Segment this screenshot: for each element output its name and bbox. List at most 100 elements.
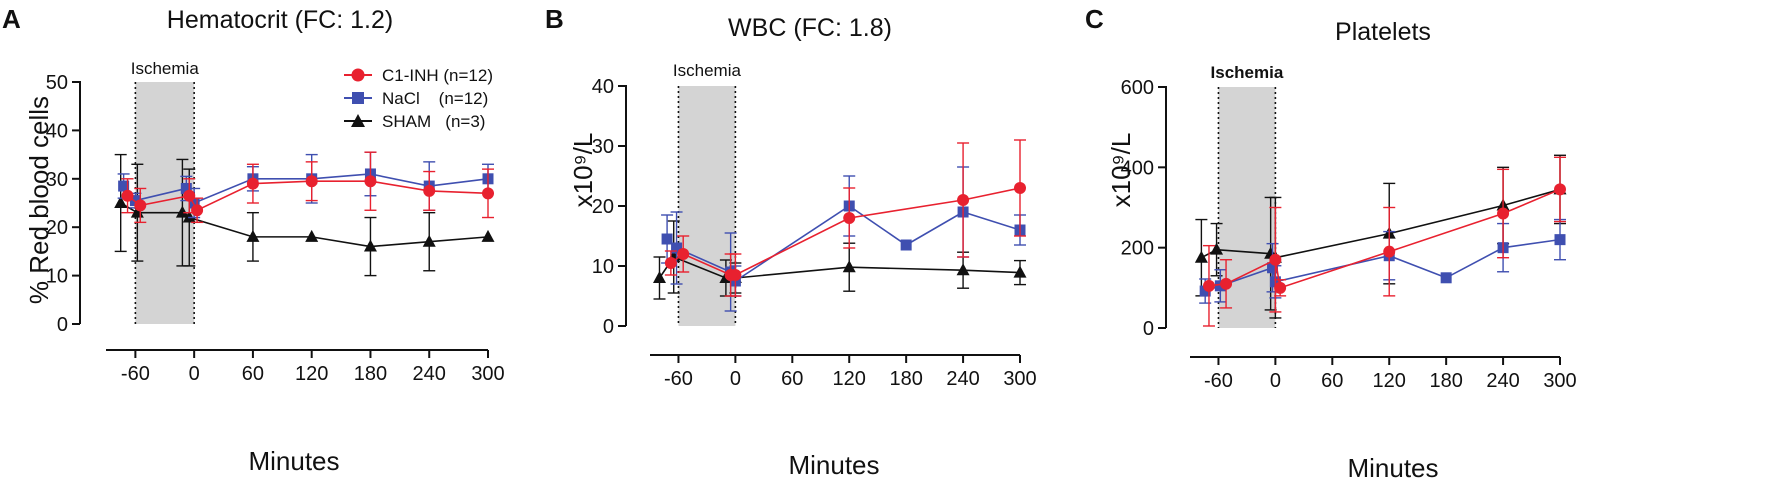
- x-axis-title-a: Minutes: [248, 446, 339, 476]
- y-tick-label-b: 10: [592, 256, 614, 278]
- legend-marker-nacl: [352, 92, 364, 104]
- data-point-sham-b: [956, 263, 970, 276]
- x-tick-label-b: -60: [664, 368, 693, 390]
- data-point-c1-inh-b: [664, 257, 677, 269]
- data-point-sham-c: [1210, 242, 1224, 255]
- y-tick-label-c: 200: [1121, 238, 1154, 260]
- data-point-sham-b: [1013, 265, 1027, 278]
- x-tick-label-c: 0: [1270, 370, 1281, 392]
- data-point-c1-inh-b: [843, 212, 856, 224]
- data-point-c1-inh-b: [729, 269, 742, 281]
- y-tick-label-c: 0: [1143, 318, 1154, 340]
- data-point-c1-inh-a: [423, 184, 436, 197]
- data-point-c1-inh-c: [1274, 281, 1287, 294]
- data-point-c1-inh-c: [1202, 279, 1215, 292]
- ischemia-label-a: Ischemia: [131, 59, 200, 78]
- data-point-c1-inh-a: [134, 199, 147, 212]
- x-tick-label-c: 240: [1486, 370, 1519, 392]
- data-point-nacl-a: [180, 182, 192, 194]
- ischemia-label-b: Ischemia: [673, 61, 742, 80]
- data-point-nacl-a: [129, 195, 141, 207]
- data-point-nacl-c: [1214, 280, 1226, 292]
- legend-entry-nacl: NaCl (n=12): [344, 89, 488, 108]
- data-point-sham-a: [363, 239, 377, 252]
- data-point-nacl-c: [1554, 234, 1566, 246]
- panel-b: B WBC (FC: 1.8) x10⁹/L Minutes Ischemia 0…: [545, 4, 1037, 480]
- data-point-c1-inh-c: [1269, 253, 1282, 266]
- data-point-sham-b: [652, 271, 666, 283]
- data-point-c1-inh-c: [1383, 245, 1396, 258]
- data-point-sham-a: [481, 229, 495, 242]
- x-tick-label-b: 60: [781, 368, 803, 390]
- data-point-sham-a: [175, 205, 189, 218]
- y-tick-label-b: 20: [592, 196, 614, 218]
- plot-area-b: Ischemia 0 10 20 30 40 -60 0 60 120 180 240 300: [592, 61, 1037, 390]
- x-tick-label-b: 120: [833, 368, 866, 390]
- panel-a: A Hematocrit (FC: 1.2) % Red blood cells…: [2, 4, 505, 476]
- data-point-nacl-a: [188, 197, 200, 209]
- legend: C1-INH (n=12) NaCl (n=12) SHAM (n=3): [344, 66, 493, 131]
- data-point-sham-a: [114, 196, 128, 208]
- x-tick-label-a: 180: [354, 363, 387, 385]
- data-point-c1-inh-a: [364, 175, 377, 188]
- data-point-sham-a: [182, 210, 196, 223]
- panel-c: C Platelets x10⁹/L Minutes Ischemia 0 200 4…: [1085, 4, 1577, 480]
- data-point-nacl-c: [1267, 262, 1279, 274]
- data-point-c1-inh-a: [482, 187, 494, 200]
- y-tick-label-a: 20: [46, 217, 68, 239]
- y-tick-label-c: 400: [1121, 157, 1154, 179]
- y-tick-label-b: 0: [603, 316, 614, 338]
- chart-title-hematocrit: Hematocrit (FC: 1.2): [167, 6, 393, 34]
- data-point-c1-inh-a: [183, 189, 196, 202]
- data-point-c1-inh-b: [957, 194, 970, 206]
- legend-marker-c1-inh: [351, 68, 365, 82]
- x-tick-label-c: 180: [1429, 370, 1462, 392]
- data-point-nacl-b: [900, 239, 912, 251]
- x-tick-label-b: 300: [1003, 368, 1036, 390]
- legend-entry-sham: SHAM (n=3): [344, 112, 485, 131]
- chart-title-wbc: WBC (FC: 1.8): [728, 14, 892, 42]
- data-point-nacl-b: [661, 233, 673, 245]
- data-point-c1-inh-b: [1014, 182, 1026, 194]
- y-tick-label-a: 10: [46, 266, 68, 288]
- y-tick-label-a: 40: [46, 120, 68, 142]
- ischemia-label-c: Ischemia: [1211, 63, 1284, 82]
- legend-marker-sham: [351, 114, 365, 127]
- x-tick-label-b: 180: [889, 368, 922, 390]
- y-axis-title-c: x10⁹/L: [1106, 133, 1136, 208]
- data-point-nacl-a: [118, 180, 130, 192]
- x-tick-label-b: 0: [730, 368, 741, 390]
- legend-label-c1-inh: C1-INH (n=12): [382, 66, 493, 85]
- x-axis-title-c: Minutes: [1347, 453, 1438, 480]
- x-tick-label-b: 240: [946, 368, 979, 390]
- y-tick-label-c: 600: [1121, 77, 1154, 99]
- panel-letter-c: C: [1085, 4, 1104, 34]
- x-tick-label-a: -60: [121, 363, 150, 385]
- x-tick-label-a: 240: [413, 363, 446, 385]
- data-point-c1-inh-a: [121, 189, 134, 202]
- x-tick-label-c: -60: [1204, 370, 1233, 392]
- legend-label-nacl: NaCl (n=12): [382, 89, 488, 108]
- data-point-c1-inh-a: [191, 204, 204, 217]
- data-point-sham-a: [305, 229, 319, 242]
- x-tick-label-c: 300: [1543, 370, 1576, 392]
- plot-area-c: Ischemia 0 200 400 600 -60 0 60 120 180 240 300: [1121, 63, 1577, 392]
- x-tick-label-a: 60: [242, 363, 264, 385]
- y-tick-label-a: 0: [57, 314, 68, 336]
- x-tick-label-c: 60: [1321, 370, 1343, 392]
- plot-area-a: Ischemia 0 10 20 30 40 50 -60 0 60 120 180 240 300: [46, 59, 505, 385]
- data-point-c1-inh-c: [1220, 277, 1233, 290]
- data-point-nacl-b: [671, 242, 683, 254]
- y-tick-label-a: 30: [46, 169, 68, 191]
- x-tick-label-a: 300: [471, 363, 504, 385]
- legend-label-sham: SHAM (n=3): [382, 112, 485, 131]
- y-tick-label-a: 50: [46, 72, 68, 94]
- x-axis-title-b: Minutes: [788, 450, 879, 480]
- data-point-nacl-c: [1199, 285, 1211, 297]
- panel-letter-b: B: [545, 4, 564, 34]
- data-point-c1-inh-a: [246, 177, 259, 190]
- chart-title-platelets: Platelets: [1335, 18, 1431, 46]
- y-tick-label-b: 40: [592, 76, 614, 98]
- y-tick-label-b: 30: [592, 136, 614, 158]
